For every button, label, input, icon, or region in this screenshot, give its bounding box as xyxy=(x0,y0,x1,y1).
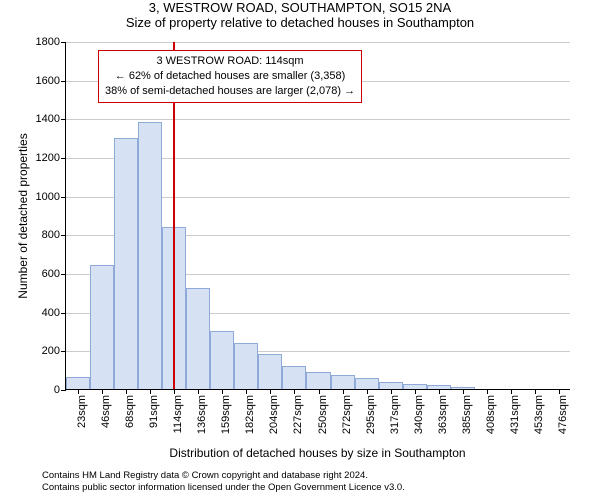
x-tick-label: 46sqm xyxy=(100,395,112,428)
x-tick-mark xyxy=(415,389,416,394)
copyright-line-2: Contains public sector information licen… xyxy=(42,482,405,494)
x-tick-mark xyxy=(126,389,127,394)
x-tick-mark xyxy=(319,389,320,394)
x-tick-label: 68sqm xyxy=(124,395,136,428)
y-tick-label: 1400 xyxy=(36,113,66,125)
x-tick-label: 408sqm xyxy=(485,395,497,434)
y-axis-label: Number of detached properties xyxy=(16,133,30,298)
histogram-bar xyxy=(258,354,282,389)
x-tick-mark xyxy=(78,389,79,394)
x-tick-mark xyxy=(439,389,440,394)
x-tick-label: 182sqm xyxy=(244,395,256,434)
x-tick-label: 91sqm xyxy=(148,395,160,428)
annotation-line: 38% of semi-detached houses are larger (… xyxy=(105,84,355,99)
y-tick-label: 400 xyxy=(42,307,66,319)
x-tick-label: 136sqm xyxy=(196,395,208,434)
y-tick-label: 800 xyxy=(42,229,66,241)
histogram-bar xyxy=(331,375,355,389)
x-tick-label: 431sqm xyxy=(509,395,521,434)
copyright-line-1: Contains HM Land Registry data © Crown c… xyxy=(42,470,405,482)
x-tick-mark xyxy=(535,389,536,394)
x-tick-label: 476sqm xyxy=(557,395,569,434)
x-tick-mark xyxy=(463,389,464,394)
x-tick-mark xyxy=(367,389,368,394)
histogram-bar xyxy=(234,343,258,389)
histogram-bar xyxy=(355,378,379,389)
x-tick-label: 272sqm xyxy=(341,395,353,434)
x-tick-mark xyxy=(487,389,488,394)
histogram-bar xyxy=(306,372,330,389)
x-tick-label: 204sqm xyxy=(268,395,280,434)
y-tick-label: 1000 xyxy=(36,191,66,203)
x-tick-mark xyxy=(198,389,199,394)
x-axis-label: Distribution of detached houses by size … xyxy=(65,446,570,460)
histogram-bar xyxy=(90,265,114,389)
x-tick-label: 453sqm xyxy=(533,395,545,434)
x-tick-mark xyxy=(174,389,175,394)
histogram-bar xyxy=(66,377,90,389)
histogram-bar xyxy=(210,331,234,389)
grid-line xyxy=(66,42,570,43)
x-tick-mark xyxy=(391,389,392,394)
x-tick-label: 340sqm xyxy=(413,395,425,434)
x-tick-label: 114sqm xyxy=(172,395,184,433)
x-tick-label: 363sqm xyxy=(437,395,449,434)
x-tick-mark xyxy=(102,389,103,394)
x-tick-mark xyxy=(246,389,247,394)
x-tick-mark xyxy=(294,389,295,394)
annotation-line: ← 62% of detached houses are smaller (3,… xyxy=(105,69,355,84)
y-tick-label: 200 xyxy=(42,345,66,357)
histogram-bar xyxy=(138,122,162,389)
y-tick-label: 0 xyxy=(54,384,66,396)
grid-line xyxy=(66,119,570,120)
annotation-box: 3 WESTROW ROAD: 114sqm← 62% of detached … xyxy=(98,50,362,103)
x-tick-mark xyxy=(343,389,344,394)
x-tick-label: 385sqm xyxy=(461,395,473,434)
x-tick-mark xyxy=(150,389,151,394)
x-tick-mark xyxy=(511,389,512,394)
annotation-line: 3 WESTROW ROAD: 114sqm xyxy=(105,54,355,69)
x-tick-mark xyxy=(559,389,560,394)
x-tick-mark xyxy=(270,389,271,394)
y-tick-label: 1600 xyxy=(36,75,66,87)
x-tick-label: 159sqm xyxy=(220,395,232,434)
copyright-text: Contains HM Land Registry data © Crown c… xyxy=(42,470,405,495)
x-tick-label: 295sqm xyxy=(365,395,377,434)
histogram-bar xyxy=(186,288,210,389)
chart-title: 3, WESTROW ROAD, SOUTHAMPTON, SO15 2NA xyxy=(0,0,600,15)
chart-subtitle: Size of property relative to detached ho… xyxy=(0,15,600,30)
histogram-bar xyxy=(379,382,403,389)
x-tick-label: 23sqm xyxy=(76,395,88,428)
y-tick-label: 1800 xyxy=(36,36,66,48)
y-tick-label: 1200 xyxy=(36,152,66,164)
x-tick-label: 250sqm xyxy=(317,395,329,434)
histogram-bar xyxy=(114,138,138,389)
chart-container: 3, WESTROW ROAD, SOUTHAMPTON, SO15 2NA S… xyxy=(0,0,600,500)
y-tick-label: 600 xyxy=(42,268,66,280)
x-tick-label: 317sqm xyxy=(389,395,401,434)
histogram-bar xyxy=(282,366,306,389)
x-tick-label: 227sqm xyxy=(292,395,304,434)
x-tick-mark xyxy=(222,389,223,394)
